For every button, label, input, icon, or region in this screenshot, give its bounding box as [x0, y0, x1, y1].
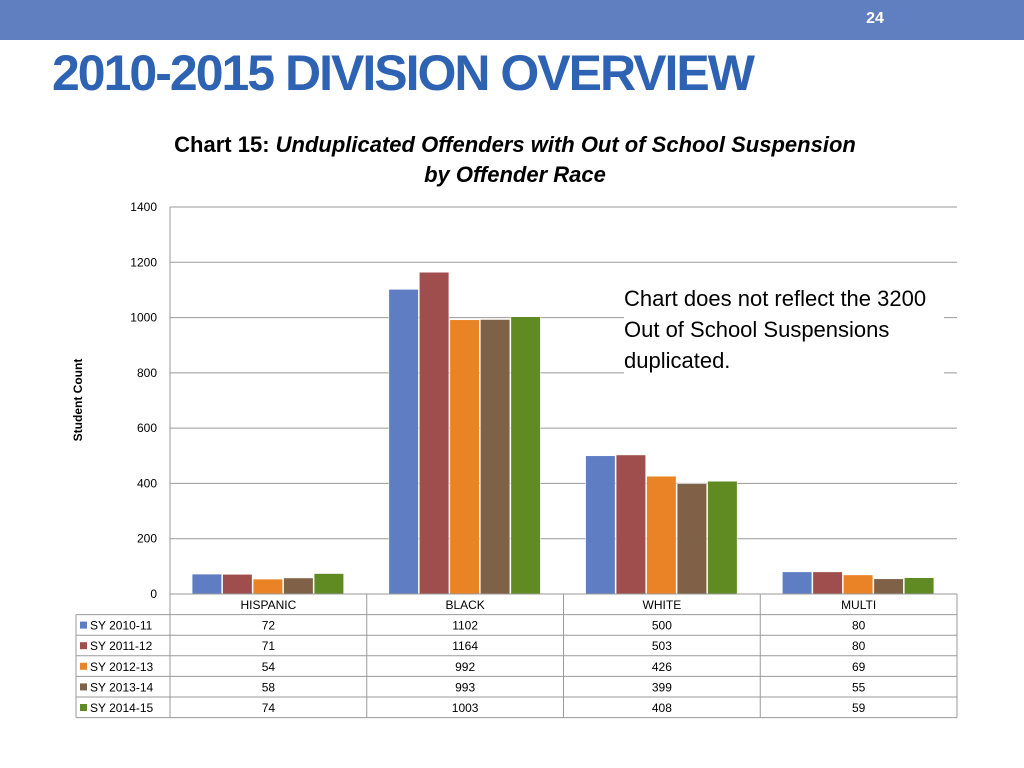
bar: [388, 289, 419, 595]
page-number: 24: [866, 10, 884, 27]
chart-title: Chart 15: Unduplicated Offenders with Ou…: [170, 130, 860, 190]
data-label: 500: [652, 619, 672, 633]
bar: [283, 577, 314, 595]
y-tick-label: 400: [137, 476, 157, 490]
bar: [419, 271, 450, 595]
data-label: 59: [852, 701, 866, 715]
data-label: 503: [652, 639, 672, 653]
data-label: 55: [852, 680, 866, 694]
bar: [510, 316, 541, 595]
bar: [904, 577, 935, 595]
y-tick-label: 1200: [130, 255, 157, 269]
y-tick-label: 800: [137, 366, 157, 380]
legend-label: SY 2013-14: [90, 680, 153, 694]
data-label: 426: [652, 660, 672, 674]
data-label: 58: [262, 680, 276, 694]
y-axis-title: Student Count: [71, 359, 85, 442]
data-label: 1102: [452, 619, 478, 633]
chart-note: Chart does not reflect the 3200 Out of S…: [624, 283, 944, 376]
bar: [812, 571, 843, 595]
x-tick-label: HISPANIC: [240, 598, 296, 612]
y-tick-label: 1400: [130, 200, 157, 214]
data-label: 992: [455, 660, 475, 674]
data-label: 74: [262, 701, 276, 715]
bar: [615, 454, 646, 595]
y-tick-label: 200: [137, 532, 157, 546]
x-tick-label: WHITE: [643, 598, 682, 612]
bar: [782, 571, 813, 595]
y-tick-label: 1000: [130, 311, 157, 325]
chart-title-main: Unduplicated Offenders with Out of Schoo…: [275, 132, 856, 187]
y-tick-label: 600: [137, 421, 157, 435]
data-label: 1164: [452, 639, 478, 653]
data-label: 71: [262, 639, 276, 653]
bar: [707, 480, 738, 595]
legend-label: SY 2014-15: [90, 701, 153, 715]
x-tick-label: BLACK: [445, 598, 484, 612]
data-label: 54: [262, 660, 276, 674]
bar: [252, 578, 283, 595]
data-label: 72: [262, 619, 276, 633]
top-banner: 24: [0, 0, 1024, 40]
bar: [585, 455, 616, 595]
legend-swatch: [80, 642, 87, 650]
legend-swatch: [80, 662, 87, 670]
bar: [191, 573, 222, 595]
bar: [873, 578, 904, 595]
legend-swatch: [80, 621, 87, 629]
data-label: 69: [852, 660, 866, 674]
data-label: 80: [852, 639, 866, 653]
chart-title-prefix: Chart 15:: [174, 132, 270, 157]
bar: [313, 573, 344, 595]
legend-label: SY 2011-12: [90, 639, 153, 653]
bar: [646, 475, 677, 595]
data-label: 993: [455, 680, 475, 694]
bar: [843, 574, 874, 595]
x-tick-label: MULTI: [841, 598, 876, 612]
bar: [222, 574, 253, 595]
data-label: 1003: [452, 701, 479, 715]
legend-swatch: [80, 683, 87, 691]
data-label: 408: [652, 701, 672, 715]
legend-swatch: [80, 704, 87, 711]
bar: [676, 483, 707, 595]
data-label: 80: [852, 619, 866, 633]
data-label: 399: [652, 680, 672, 694]
bar: [480, 319, 511, 595]
bar: [449, 319, 480, 595]
y-tick-label: 0: [150, 587, 157, 601]
slide-title: 2010-2015 DIVISION OVERVIEW: [52, 45, 755, 101]
legend-label: SY 2010-11: [90, 619, 153, 633]
legend-label: SY 2012-13: [90, 660, 153, 674]
